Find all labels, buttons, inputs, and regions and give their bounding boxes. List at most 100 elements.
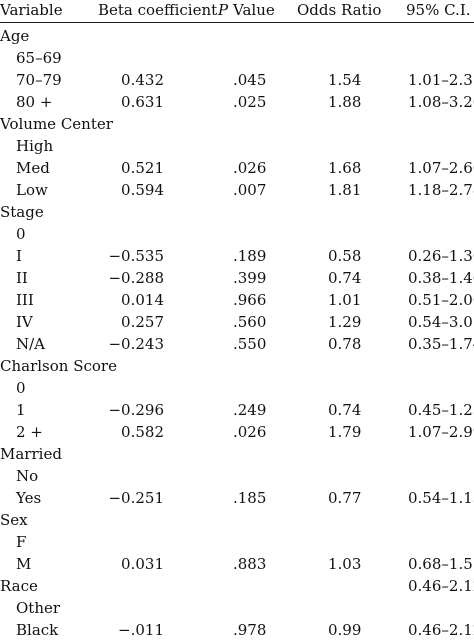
row-beta: 0.031 xyxy=(121,555,164,573)
row-ci: 0.51–2.00 xyxy=(408,291,474,309)
row-label: F xyxy=(16,533,27,551)
row-beta: 0.257 xyxy=(121,313,164,331)
table-row-level: No xyxy=(0,465,474,487)
row-label: High xyxy=(16,137,54,155)
table-row-level: F xyxy=(0,531,474,553)
row-label: 65–69 xyxy=(16,49,62,67)
row-odds-ratio: 1.79 xyxy=(328,423,362,441)
table-row-level: 0 xyxy=(0,377,474,399)
row-label: Other xyxy=(16,599,61,617)
table-row-level: 80 + 0.631 .025 1.88 1.08–3.26 xyxy=(0,91,474,113)
row-p-value: .025 xyxy=(233,93,267,111)
table-header-row: Variable Beta coefficient P Value Odds R… xyxy=(0,0,474,20)
row-label: M xyxy=(16,555,32,573)
row-label: Yes xyxy=(16,489,42,507)
row-p-value: .045 xyxy=(233,71,267,89)
row-label: No xyxy=(16,467,39,485)
table-body: Age 65–69 70–79 0.432 .045 1.54 1.01–2.35 80 + 0… xyxy=(0,25,474,641)
row-label: Age xyxy=(0,27,30,45)
row-label: N/A xyxy=(16,335,46,353)
row-ci: 0.45–1.23 xyxy=(408,401,474,419)
row-ci: 0.46–2.12 xyxy=(408,621,474,639)
row-label: Low xyxy=(16,181,48,199)
row-ci: 0.46–2.12 xyxy=(408,577,474,595)
row-odds-ratio: 1.81 xyxy=(328,181,362,199)
row-odds-ratio: 1.29 xyxy=(328,313,362,331)
row-label: IV xyxy=(16,313,33,331)
table-row-variable: Race 0.46–2.12 xyxy=(0,575,474,597)
table-row-level: III 0.014 .966 1.01 0.51–2.00 xyxy=(0,289,474,311)
row-beta: 0.521 xyxy=(121,159,164,177)
row-label: 0 xyxy=(16,225,26,243)
row-beta: −0.296 xyxy=(108,401,164,419)
row-label: Married xyxy=(0,445,62,463)
row-label: 2 + xyxy=(16,423,43,441)
row-label: Med xyxy=(16,159,50,177)
row-odds-ratio: 1.54 xyxy=(328,71,362,89)
header-p-symbol: P xyxy=(218,1,229,19)
table-row-level: High xyxy=(0,135,474,157)
row-odds-ratio: 1.88 xyxy=(328,93,362,111)
row-odds-ratio: 0.99 xyxy=(328,621,362,639)
row-p-value: .189 xyxy=(233,247,267,265)
header-variable: Variable xyxy=(0,1,63,19)
row-p-value: .560 xyxy=(233,313,267,331)
row-ci: 1.18–2.78 xyxy=(408,181,474,199)
header-confidence-interval: 95% C.I. xyxy=(406,1,471,19)
row-beta: 0.014 xyxy=(121,291,164,309)
row-beta: −0.251 xyxy=(108,489,164,507)
row-label: Stage xyxy=(0,203,44,221)
row-label: Volume Center xyxy=(0,115,113,133)
row-beta: −0.243 xyxy=(108,335,164,353)
row-label: Sex xyxy=(0,511,28,529)
row-p-value: .007 xyxy=(233,181,267,199)
row-odds-ratio: 1.03 xyxy=(328,555,362,573)
row-label: 80 + xyxy=(16,93,53,111)
row-p-value: .883 xyxy=(233,555,267,573)
row-ci: 1.07–2.66 xyxy=(408,159,474,177)
table-row-variable: Age xyxy=(0,25,474,47)
row-label: Race xyxy=(0,577,38,595)
table-row-level: 2 + 0.582 .026 1.79 1.07–2.99 xyxy=(0,421,474,443)
table-row-level: 0 xyxy=(0,223,474,245)
header-p-value: Value xyxy=(233,1,275,19)
row-beta: −0.535 xyxy=(108,247,164,265)
table-row-level: Black −.011 .978 0.99 0.46–2.12 xyxy=(0,619,474,641)
table-row-level: 70–79 0.432 .045 1.54 1.01–2.35 xyxy=(0,69,474,91)
row-ci: 0.38–1.46 xyxy=(408,269,474,287)
row-label: 0 xyxy=(16,379,26,397)
table-row-level: 65–69 xyxy=(0,47,474,69)
row-ci: 0.54–1.13 xyxy=(408,489,474,507)
row-beta: 0.432 xyxy=(121,71,164,89)
table-row-level: I −0.535 .189 0.58 0.26–1.30 xyxy=(0,245,474,267)
row-odds-ratio: 1.01 xyxy=(328,291,362,309)
row-ci: 1.07–2.99 xyxy=(408,423,474,441)
row-odds-ratio: 0.78 xyxy=(328,335,362,353)
row-odds-ratio: 0.74 xyxy=(328,401,362,419)
table-row-level: 1 −0.296 .249 0.74 0.45–1.23 xyxy=(0,399,474,421)
row-p-value: .550 xyxy=(233,335,267,353)
row-odds-ratio: 0.74 xyxy=(328,269,362,287)
table-row-variable: Charlson Score xyxy=(0,355,474,377)
table-row-level: Yes −0.251 .185 0.77 0.54–1.13 xyxy=(0,487,474,509)
row-beta: −0.288 xyxy=(108,269,164,287)
row-label: I xyxy=(16,247,22,265)
row-label: Charlson Score xyxy=(0,357,117,375)
row-beta: −.011 xyxy=(118,621,164,639)
row-p-value: .026 xyxy=(233,159,267,177)
row-ci: 1.08–3.26 xyxy=(408,93,474,111)
row-label: 70–79 xyxy=(16,71,62,89)
table-row-variable: Stage xyxy=(0,201,474,223)
table-row-level: M 0.031 .883 1.03 0.68–1.57 xyxy=(0,553,474,575)
table-row-variable: Volume Center xyxy=(0,113,474,135)
table-row-level: II −0.288 .399 0.74 0.38–1.46 xyxy=(0,267,474,289)
row-p-value: .966 xyxy=(233,291,267,309)
row-beta: 0.582 xyxy=(121,423,164,441)
row-p-value: .978 xyxy=(233,621,267,639)
row-beta: 0.631 xyxy=(121,93,164,111)
row-label: Black xyxy=(16,621,59,639)
row-ci: 0.26–1.30 xyxy=(408,247,474,265)
row-label: II xyxy=(16,269,28,287)
row-odds-ratio: 1.68 xyxy=(328,159,362,177)
